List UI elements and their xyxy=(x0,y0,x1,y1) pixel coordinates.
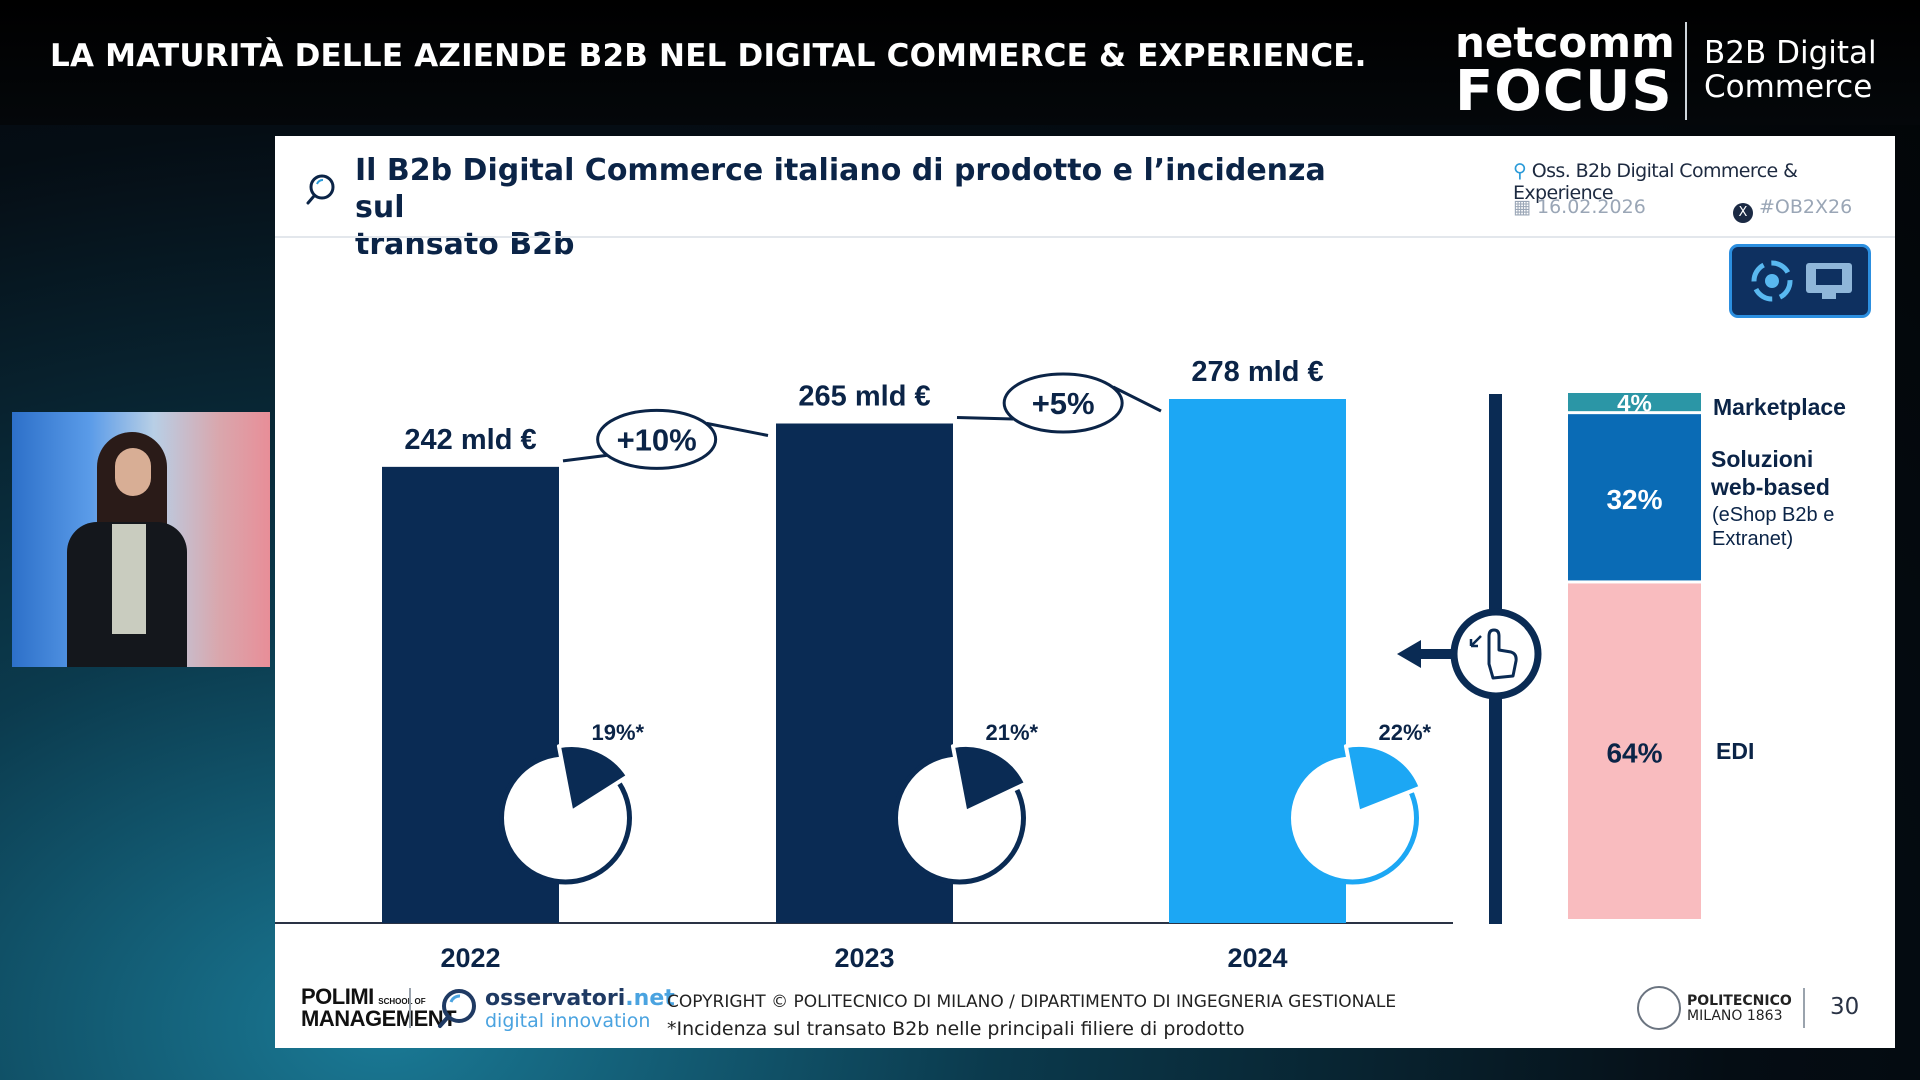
footnote-text: *Incidenza sul transato B2b nelle princi… xyxy=(667,1018,1245,1040)
brand-netcomm: netcomm xyxy=(1455,18,1675,67)
bar-group-2022: 242 mld € 2022 19%* xyxy=(382,424,645,973)
school-of-word: SCHOOL OF xyxy=(378,997,426,1006)
magnifier-icon xyxy=(306,174,335,205)
legend-web-based-note-2: Extranet) xyxy=(1712,528,1793,550)
legend-edi: EDI xyxy=(1716,738,1754,764)
speaker-video-inset xyxy=(12,412,270,667)
stacked-breakdown-2024: 4% 32% 64% Marketplace Soluzioni web-bas… xyxy=(1568,391,1846,919)
legend-web-based-note-1: (eShop B2b e xyxy=(1712,504,1834,526)
osservatori-logo: osservatori.net digital innovation xyxy=(435,986,675,1034)
date-label: ▦ 16.02.2026 xyxy=(1513,196,1646,218)
speaker-shirt xyxy=(112,524,146,634)
politecnico-name-2: MILANO 1863 xyxy=(1687,1008,1783,1024)
incidence-pie-2024 xyxy=(1286,743,1423,885)
observatory-name: Oss. B2b Digital Commerce & Experience xyxy=(1513,160,1798,204)
incidence-pie-2022 xyxy=(499,743,632,885)
value-label-2024: 278 mld € xyxy=(1191,356,1323,388)
osservatori-wordmark: osservatori.net xyxy=(485,986,675,1011)
segment-marketplace-value: 4% xyxy=(1617,391,1652,418)
header-divider xyxy=(275,236,1895,238)
growth-connector-2a xyxy=(956,416,1014,421)
legend-marketplace: Marketplace xyxy=(1713,394,1846,420)
slide-title-line-1: Il B2b Digital Commerce italiano di prod… xyxy=(355,153,1326,225)
observatory-label: ⚲ Oss. B2b Digital Commerce & Experience xyxy=(1513,160,1895,204)
legend-web-based-line-2: web-based xyxy=(1710,474,1830,500)
x-logo-icon: X xyxy=(1733,203,1753,223)
calendar-icon: ▦ xyxy=(1513,196,1531,218)
growth-callout-1: +10% xyxy=(562,408,769,470)
value-label-2023: 265 mld € xyxy=(798,381,930,413)
digital-innovation-word: digital innovation xyxy=(485,1010,651,1032)
politecnico-name: POLITECNICO MILANO 1863 xyxy=(1687,994,1792,1024)
slide-title: Il B2b Digital Commerce italiano di prod… xyxy=(355,152,1375,263)
category-badge xyxy=(1729,244,1871,318)
incidence-label-2022: 19%* xyxy=(592,720,645,745)
segment-edi xyxy=(1568,583,1701,919)
incidence-label-2023: 21%* xyxy=(986,720,1039,745)
zoom-arrow-head xyxy=(1397,640,1421,668)
legend-web-based: Soluzioni web-based xyxy=(1710,446,1830,500)
pie-slice-2024 xyxy=(1343,743,1423,814)
hashtag-label: X #OB2X26 xyxy=(1733,196,1852,223)
speaker-face xyxy=(115,448,151,496)
swirl-shop-icon xyxy=(1751,260,1852,302)
presentation-slide: Il B2b Digital Commerce italiano di prod… xyxy=(275,136,1895,1048)
broadcast-title: LA MATURITÀ DELLE AZIENDE B2B NEL DIGITA… xyxy=(50,38,1367,74)
polimi-word: POLIMI xyxy=(301,984,374,1009)
brand-focus: FOCUS xyxy=(1455,59,1673,124)
growth-label-1: +10% xyxy=(617,422,697,457)
growth-connector-1a xyxy=(562,453,607,463)
incidence-label-2024: 22%* xyxy=(1379,720,1432,745)
pointer-hand-icon xyxy=(1450,608,1542,700)
growth-callout-2: +5% xyxy=(956,372,1162,434)
osservatori-word: osservatori xyxy=(485,986,626,1011)
politecnico-seal-icon xyxy=(1637,986,1681,1030)
polimi-management-logo: POLIMI SCHOOL OF MANAGEMENT xyxy=(301,984,457,1031)
segment-web-based xyxy=(1568,414,1701,581)
segment-marketplace xyxy=(1568,393,1701,412)
category-label-2023: 2023 xyxy=(834,943,894,973)
hand-shape xyxy=(1487,628,1518,680)
brand-line-1: B2B Digital xyxy=(1704,35,1877,71)
segment-edi-value: 64% xyxy=(1606,738,1662,769)
hashtag-value: #OB2X26 xyxy=(1759,196,1853,218)
management-word: MANAGEMENT xyxy=(301,1006,457,1031)
footer-divider-2 xyxy=(1803,988,1805,1028)
osservatori-magnifier-icon xyxy=(438,989,476,1028)
growth-bubble-1 xyxy=(596,408,718,470)
top-band xyxy=(0,0,1920,125)
osservatori-net: .net xyxy=(625,986,675,1011)
category-label-2024: 2024 xyxy=(1227,943,1287,973)
bar-group-2023: 265 mld € 2023 21%* xyxy=(776,381,1039,973)
growth-connector-1b xyxy=(706,421,769,437)
growth-label-2: +5% xyxy=(1032,386,1095,421)
bar-group-2024: 278 mld € 2024 22%* xyxy=(1169,356,1432,973)
category-label-2022: 2022 xyxy=(440,943,500,973)
segment-web-based-value: 32% xyxy=(1606,484,1662,515)
brand-line-2: Commerce xyxy=(1704,69,1873,105)
legend-web-based-line-1: Soluzioni xyxy=(1711,446,1813,472)
date-value: 16.02.2026 xyxy=(1537,196,1646,218)
growth-connector-2b xyxy=(1112,385,1162,413)
footer-divider-1 xyxy=(409,988,411,1028)
zoom-connector xyxy=(1397,394,1542,924)
growth-bubble-2 xyxy=(1002,372,1124,434)
politecnico-name-1: POLITECNICO xyxy=(1687,993,1792,1009)
incidence-pie-2023 xyxy=(893,743,1029,885)
magnifier-small-icon: ⚲ xyxy=(1513,160,1527,182)
chart-area: 242 mld € 2022 19%* 265 mld € 2023 21%* … xyxy=(275,356,1846,973)
copyright-text: COPYRIGHT © POLITECNICO DI MILANO / DIPA… xyxy=(667,992,1397,1012)
page-number: 30 xyxy=(1830,994,1860,1020)
value-label-2022: 242 mld € xyxy=(404,424,536,456)
pie-slice-2022 xyxy=(556,743,631,814)
slide-title-line-2: transato B2b xyxy=(355,227,575,262)
expand-arrows-icon xyxy=(1469,635,1482,648)
netcomm-focus-logo: netcomm FOCUS B2B Digital Commerce xyxy=(1455,18,1895,124)
pie-slice-2023 xyxy=(950,743,1029,814)
brand-divider xyxy=(1685,22,1687,120)
